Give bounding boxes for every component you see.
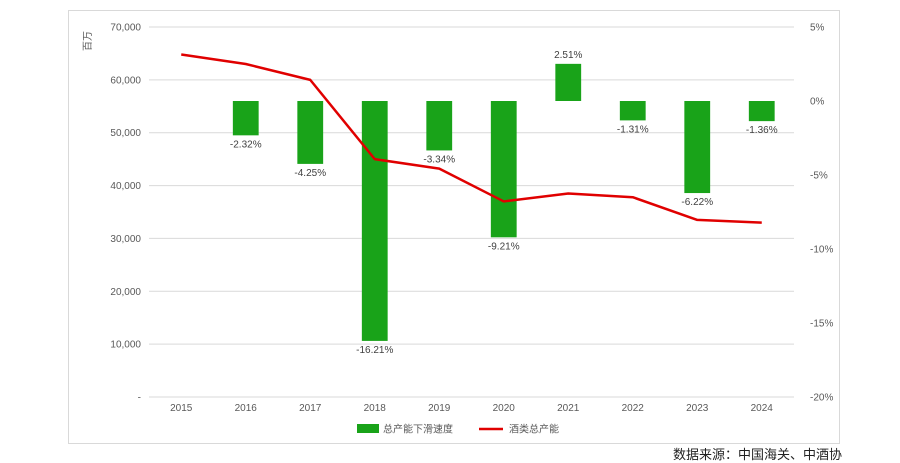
bar — [297, 101, 323, 164]
bar — [555, 64, 581, 101]
y-right-tick-label: 5% — [810, 23, 825, 34]
source-note: 数据来源：中国海关、中酒协 — [673, 444, 842, 463]
x-tick-label: 2015 — [170, 403, 193, 414]
combo-chart: - 10,000 20,000 30,000 40,000 50,000 60,000 70,… — [69, 11, 839, 443]
bar-data-label: -3.34% — [423, 154, 455, 165]
y-left-tick-label: 40,000 — [110, 181, 141, 192]
y-left-tick-label: - — [138, 393, 141, 404]
y-right-tick-label: -10% — [810, 245, 833, 256]
x-tick-label: 2019 — [428, 403, 451, 414]
bar — [749, 101, 775, 121]
y-left-tick-label: 30,000 — [110, 234, 141, 245]
bar-data-label: -1.31% — [617, 124, 649, 135]
bar — [620, 101, 646, 120]
y-left-axis-title: 百万 — [82, 31, 94, 51]
chart-frame: - 10,000 20,000 30,000 40,000 50,000 60,000 70,… — [68, 10, 840, 444]
legend-swatch-bar — [357, 424, 379, 433]
y-left-tick-label: 70,000 — [110, 23, 141, 34]
bar — [362, 101, 388, 341]
y-right-tick-label: 0% — [810, 97, 825, 108]
bar-data-label: -16.21% — [356, 345, 393, 356]
y-left-tick-label: 10,000 — [110, 340, 141, 351]
x-tick-label: 2018 — [364, 403, 387, 414]
x-tick-label: 2022 — [622, 403, 645, 414]
x-tick-label: 2016 — [235, 403, 258, 414]
bar — [426, 101, 452, 150]
x-tick-label: 2021 — [557, 403, 580, 414]
bar-data-label: -2.32% — [230, 139, 262, 150]
x-tick-label: 2024 — [751, 403, 774, 414]
y-left-tick-label: 60,000 — [110, 75, 141, 86]
x-tick-label: 2017 — [299, 403, 322, 414]
bar-data-label: -9.21% — [488, 241, 520, 252]
bar — [233, 101, 259, 135]
legend-label-bar: 总产能下滑速度 — [383, 423, 453, 436]
bar — [684, 101, 710, 193]
y-left-tick-label: 50,000 — [110, 128, 141, 139]
x-tick-label: 2020 — [493, 403, 516, 414]
legend-label-line: 酒类总产能 — [509, 423, 559, 436]
bar-data-label: 2.51% — [554, 50, 582, 61]
x-tick-label: 2023 — [686, 403, 709, 414]
y-left-tick-label: 20,000 — [110, 287, 141, 298]
bar — [491, 101, 517, 237]
bar-data-label: -1.36% — [746, 125, 778, 136]
bar-data-label: -4.25% — [294, 168, 326, 179]
y-right-tick-label: -5% — [810, 171, 828, 182]
bar-data-label: -6.22% — [681, 197, 713, 208]
y-right-tick-label: -15% — [810, 319, 833, 330]
y-right-tick-label: -20% — [810, 393, 833, 404]
